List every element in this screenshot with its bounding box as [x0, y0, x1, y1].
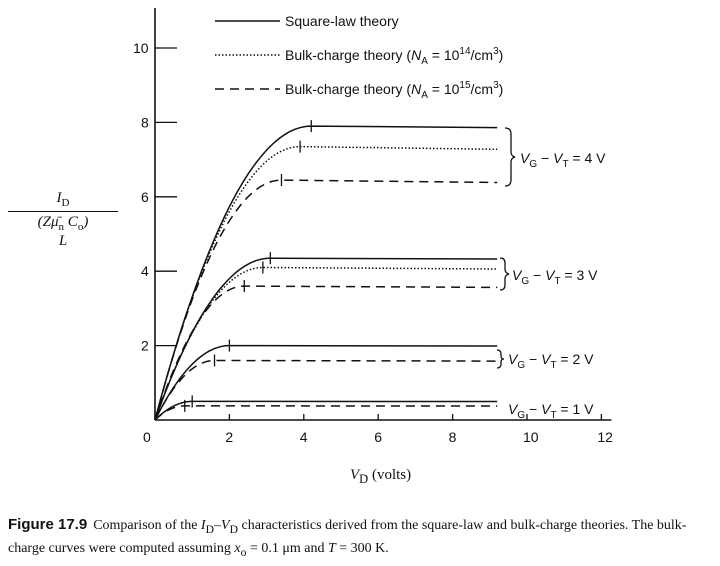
group-label-4v: VG − VT = 4 V [504, 127, 606, 187]
y-tick-label: 8 [141, 114, 149, 130]
y-tick-label: 10 [133, 40, 149, 56]
legend-solid-label: Square-law theory [285, 13, 399, 29]
x-tick-label: 12 [597, 429, 613, 445]
svg-text:VG − VT = 1 V: VG − VT = 1 V [508, 401, 594, 421]
legend-dotted-label: Bulk-charge theory (NA = 1014/cm3) [285, 46, 503, 67]
y-axis-label: ID (Zμ̄n Co) L [8, 190, 118, 250]
curve-dotted-3v [154, 266, 498, 421]
group-label-2v: VG − VT = 2 V [496, 349, 594, 371]
group-label-1v: VG − VT = 1 V [508, 401, 594, 421]
y-tick-label: 6 [141, 189, 149, 205]
svg-text:VG − VT = 4 V: VG − VT = 4 V [520, 150, 606, 170]
curve-dashed-3v [154, 285, 498, 421]
curve-dashed-2v [154, 359, 498, 421]
brace-4v [504, 127, 516, 187]
y-tick-label: 2 [141, 338, 149, 354]
x-tick-label: 2 [225, 429, 233, 445]
x-tick-label: 0 [143, 429, 151, 445]
group-label-3v: VG − VT = 3 V [499, 257, 598, 291]
figure-caption: Figure 17.9 Comparison of the ID–VD chara… [8, 516, 687, 559]
brace-2v [496, 349, 505, 369]
x-tick-label: 6 [374, 429, 382, 445]
curve-dashed-4v [154, 179, 498, 421]
curve-solid-1v [154, 400, 498, 421]
brace-3v [499, 257, 510, 291]
curve-dashed-1v [154, 405, 498, 421]
legend: Square-law theory Bulk-charge theory (NA… [215, 13, 503, 101]
axes: 0 2 4 6 8 10 12 2 4 6 8 10 [133, 8, 613, 445]
legend-dashed-label: Bulk-charge theory (NA = 1015/cm3) [285, 80, 503, 101]
chart: 0 2 4 6 8 10 12 2 4 6 8 10 Square-law theory Bulk-c… [133, 8, 613, 445]
x-tick-label: 10 [523, 429, 539, 445]
curve-dotted-4v [154, 145, 498, 421]
y-tick-label: 4 [141, 263, 149, 279]
x-tick-label: 4 [300, 429, 308, 445]
svg-text:VG − VT = 3 V: VG − VT = 3 V [512, 267, 598, 287]
svg-text:VG − VT = 2 V: VG − VT = 2 V [508, 351, 594, 371]
group-labels: VG − VT = 4 V VG − VT = 3 V VG − VT = 2 … [496, 127, 606, 421]
curve-solid-3v [154, 257, 498, 421]
x-axis-label: VD (volts) [350, 467, 412, 486]
curve-solid-4v [154, 125, 498, 421]
curve-solid-2v [154, 344, 498, 421]
curves [154, 120, 498, 421]
x-tick-label: 8 [449, 429, 457, 445]
